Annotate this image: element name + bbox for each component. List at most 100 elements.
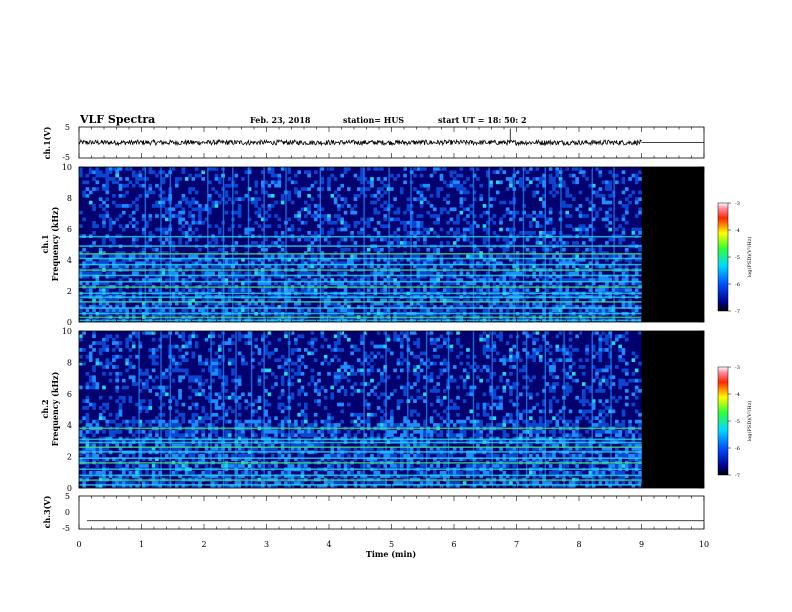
spectrogram-noise-cell <box>320 334 325 339</box>
spectrogram-noise-cell <box>155 301 159 306</box>
spectrogram-noise-cell <box>542 180 546 185</box>
spectrogram-noise-cell <box>184 371 189 376</box>
spectrogram-noise-cell <box>151 470 156 475</box>
spectrogram-noise-cell <box>208 288 212 292</box>
spectrogram-noise-cell <box>161 419 166 424</box>
spectrogram-noise-cell <box>105 204 110 208</box>
spectrogram-noise-cell <box>304 416 308 421</box>
spectrogram-noise-cell <box>191 220 196 225</box>
spectrogram-noise-cell <box>548 207 553 212</box>
spectrogram-noise-cell <box>290 224 295 228</box>
spectrogram-noise-cell <box>476 254 480 259</box>
spectrogram-noise-cell <box>370 351 374 356</box>
spectrogram-noise-cell <box>102 200 106 205</box>
spectrogram-noise-cell <box>108 220 113 225</box>
spectrogram-noise-cell <box>353 254 358 259</box>
spectrogram-noise-cell <box>191 288 196 292</box>
spectrogram-noise-cell <box>588 288 593 292</box>
spectrogram-noise-cell <box>95 382 100 386</box>
spectrogram-noise-cell <box>519 261 523 266</box>
spectrogram-noise-cell <box>280 193 285 198</box>
spectrogram-noise-cell <box>542 261 546 266</box>
spectrogram-noise-cell <box>280 433 285 438</box>
spectrogram-noise-cell <box>489 274 493 279</box>
spectrogram-noise-cell <box>141 278 146 282</box>
spectrogram-noise-cell <box>79 224 83 228</box>
spectrogram-noise-cell <box>128 220 133 225</box>
spectrogram-noise-cell <box>105 183 110 188</box>
spectrogram-noise-cell <box>360 382 364 386</box>
spectrogram-noise-cell <box>128 443 133 448</box>
spectrogram-noise-cell <box>353 197 358 201</box>
spectrogram-noise-cell <box>145 371 149 376</box>
spectrogram-noise-cell <box>260 271 265 276</box>
spectrogram-noise-cell <box>148 298 153 303</box>
spectrogram-noise-cell <box>565 204 570 208</box>
spectrogram-noise-cell <box>112 257 116 262</box>
spectrogram-noise-cell <box>115 173 120 178</box>
spectrogram-noise-cell <box>92 308 96 313</box>
spectrogram-noise-cell <box>529 308 533 313</box>
spectrogram-noise-cell <box>204 361 209 366</box>
spectrogram-noise-cell <box>446 288 450 292</box>
spectrogram-noise-cell <box>95 254 100 259</box>
spectrogram-noise-cell <box>535 301 540 306</box>
spectrogram-noise-cell <box>290 395 295 400</box>
spectrogram-noise-cell <box>188 264 192 269</box>
spectrogram-noise-cell <box>489 183 493 188</box>
spectrogram-noise-cell <box>624 187 629 191</box>
spectrogram-noise-cell <box>333 257 338 262</box>
spectrogram-noise-cell <box>446 261 450 266</box>
spectrogram-noise-cell <box>383 214 388 218</box>
spectrogram-noise-cell <box>373 481 378 485</box>
spectrogram-noise-cell <box>595 261 599 266</box>
spectrogram-noise-cell <box>284 416 288 421</box>
spectrogram-noise-cell <box>204 447 209 451</box>
spectrogram-noise-cell <box>595 190 599 195</box>
spectrogram-noise-cell <box>356 257 361 262</box>
spectrogram-noise-cell <box>214 301 219 306</box>
spectrogram-noise-cell <box>102 474 106 479</box>
spectrogram-noise-cell <box>181 308 186 313</box>
spectrogram-noise-cell <box>469 241 474 245</box>
spectrogram-noise-cell <box>244 281 249 286</box>
spectrogram-noise-cell <box>353 389 358 393</box>
spectrogram-noise-cell <box>489 217 493 222</box>
spectrogram-noise-cell <box>581 173 586 178</box>
spectrogram-noise-cell <box>393 237 397 242</box>
spectrogram-noise-cell <box>115 385 120 390</box>
spectrogram-noise-cell <box>151 247 156 252</box>
spectrogram-noise-cell <box>122 257 126 262</box>
spectrogram-noise-cell <box>158 271 163 276</box>
spectrogram-noise-cell <box>277 288 282 292</box>
spectrogram-noise-cell <box>227 406 232 410</box>
spectrogram-noise-cell <box>231 395 235 400</box>
spectrogram-noise-cell <box>449 170 454 175</box>
spectrogram-noise-cell <box>337 368 341 373</box>
spectrogram-noise-cell <box>92 254 96 259</box>
spectrogram-noise-cell <box>568 261 573 266</box>
spectrogram-noise-cell <box>446 271 450 276</box>
spectrogram-noise-cell <box>304 348 308 352</box>
spectrogram-noise-cell <box>433 305 437 309</box>
spectrogram-noise-cell <box>621 190 626 195</box>
spectrogram-noise-cell <box>300 484 305 489</box>
spectrogram-noise-cell <box>370 341 374 345</box>
spectrogram-noise-cell <box>307 204 311 208</box>
spectrogram-noise-cell <box>307 288 311 292</box>
spectrogram-noise-cell <box>304 392 308 397</box>
spectrogram-noise-cell <box>244 484 249 489</box>
spectrogram-noise-cell <box>158 419 163 424</box>
spectrogram-noise-cell <box>204 217 209 222</box>
spectrogram-noise-cell <box>390 204 394 208</box>
spectrogram-noise-cell <box>184 197 189 201</box>
spectrogram-band-line <box>79 280 642 283</box>
spectrogram-noise-cell <box>469 183 474 188</box>
spectrogram-noise-cell <box>227 348 232 352</box>
spectrogram-noise-cell <box>542 177 546 181</box>
spectrogram-noise-cell <box>399 254 404 259</box>
spectrogram-noise-cell <box>290 481 295 485</box>
spectrogram-noise-cell <box>469 301 474 306</box>
spectrogram-noise-cell <box>416 264 421 269</box>
spectrogram-noise-cell <box>85 416 90 421</box>
